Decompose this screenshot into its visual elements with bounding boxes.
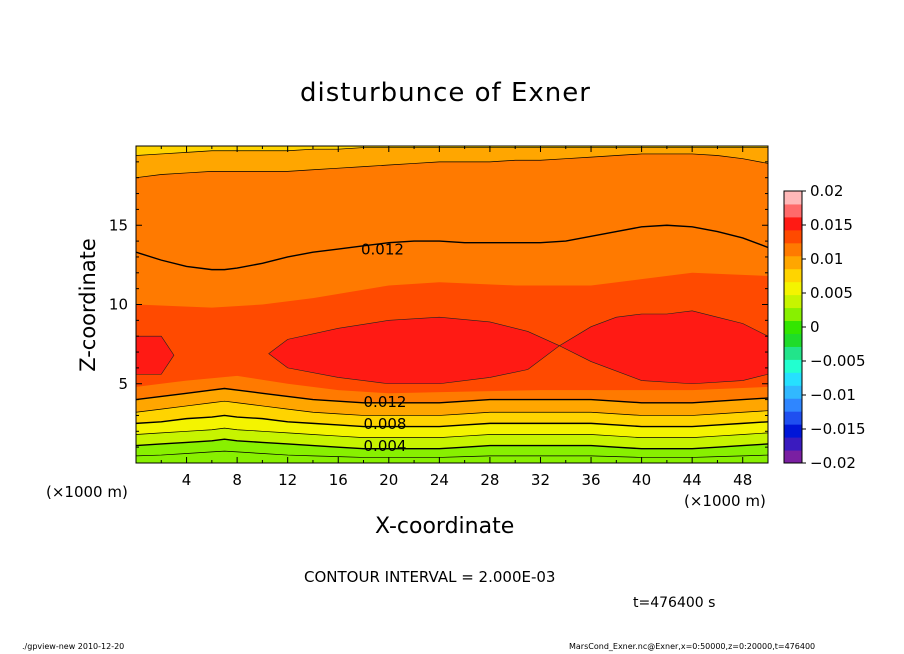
colorbar-swatch-8 xyxy=(784,346,802,360)
chart-title: disturbunce of Exner xyxy=(300,78,591,108)
contour-label-2: 0.008 xyxy=(364,415,407,433)
colorbar-label-2: 0.01 xyxy=(810,250,843,268)
colorbar-label-3: 0.005 xyxy=(810,284,853,302)
colorbar-swatch-9 xyxy=(784,333,802,347)
y-tick-label-0: 5 xyxy=(118,375,128,393)
x-tick-label-9: 40 xyxy=(632,471,651,489)
contour-label-3: 0.004 xyxy=(364,437,407,455)
colorbar-swatch-11 xyxy=(784,307,802,322)
colorbar-swatch-13 xyxy=(784,281,802,296)
contour-core-left xyxy=(136,335,175,375)
x-tick-label-3: 16 xyxy=(329,471,348,489)
colorbar-swatch-16 xyxy=(784,242,802,257)
contour-0.004 xyxy=(136,438,768,450)
x-tick-label-10: 44 xyxy=(683,471,702,489)
contour-upper-0.012 xyxy=(136,224,768,271)
colorbar-label-5: −0.005 xyxy=(810,352,866,370)
band-upper-0.012-0.014 xyxy=(136,153,768,270)
colorbar-swatch-1 xyxy=(784,437,802,451)
y-tick-label-2: 15 xyxy=(109,216,128,234)
colorbar-swatch-10 xyxy=(784,320,802,334)
contour-0.006 xyxy=(136,427,768,438)
x-tick-label-6: 28 xyxy=(480,471,499,489)
contour-0.010 xyxy=(136,400,768,416)
colorbar-swatch-17 xyxy=(784,229,802,244)
colorbar-label-1: 0.015 xyxy=(810,216,853,234)
core-right-0.016 xyxy=(559,310,768,384)
colorbar-swatch-18 xyxy=(784,216,802,231)
x-tick-label-4: 20 xyxy=(379,471,398,489)
colorbar-swatch-2 xyxy=(784,424,802,438)
colorbar-swatch-15 xyxy=(784,255,802,270)
footer-left: ./gpview-new 2010-12-20 xyxy=(22,642,125,651)
colorbar-swatch-19 xyxy=(784,203,802,218)
band-top-0.010 xyxy=(136,146,768,156)
contour-interval-text: CONTOUR INTERVAL = 2.000E-03 xyxy=(304,568,556,586)
band-0.000-0.002 xyxy=(136,451,768,463)
contour-top-0.014 xyxy=(136,153,768,179)
colorbar-swatch-5 xyxy=(784,385,802,399)
core-left-0.016 xyxy=(136,336,174,375)
x-tick-label-11: 48 xyxy=(733,471,752,489)
x-tick-label-8: 36 xyxy=(581,471,600,489)
x-tick-label-7: 32 xyxy=(531,471,550,489)
contour-lower-0.012 xyxy=(136,387,768,404)
x-unit-right: (×1000 m) xyxy=(684,492,766,510)
time-label: t=476400 s xyxy=(633,595,716,611)
colorbar-swatch-3 xyxy=(784,411,802,425)
x-tick-label-2: 12 xyxy=(278,471,297,489)
footer-right: MarsCond_Exner.nc@Exner,x=0:50000,z=0:20… xyxy=(569,642,816,651)
colorbar-swatch-0 xyxy=(784,450,802,464)
colorbar-swatch-6 xyxy=(784,372,802,386)
contour-fills xyxy=(136,146,768,463)
colorbar-swatch-4 xyxy=(784,398,802,412)
contour-labels: 0.012 0.012 0.008 0.004 xyxy=(361,241,407,456)
colorbar-label-8: −0.02 xyxy=(810,454,856,472)
colorbar: 0.02 0.015 0.01 0.005 0 −0.005 −0.01 −0.015 −0.0… xyxy=(783,182,866,472)
x-tick-label-1: 8 xyxy=(232,471,242,489)
contour-core-right xyxy=(558,310,768,385)
x-axis-label: X-coordinate xyxy=(375,514,515,539)
colorbar-swatch-14 xyxy=(784,268,802,283)
contour-0.008 xyxy=(136,414,768,428)
y-axis-label: Z-coordinate xyxy=(76,238,100,372)
band-top-0.012 xyxy=(136,147,768,178)
contour-label-0: 0.012 xyxy=(361,241,404,259)
band-0.008-0.010 xyxy=(136,401,768,427)
contour-label-1: 0.012 xyxy=(364,393,407,411)
colorbar-label-0: 0.02 xyxy=(810,182,843,200)
x-unit-left: (×1000 m) xyxy=(46,483,128,501)
core-mid-0.016 xyxy=(268,317,560,384)
colorbar-label-7: −0.015 xyxy=(810,420,866,438)
colorbar-swatch-20 xyxy=(784,191,802,205)
band-0.006-0.008 xyxy=(136,415,768,438)
colorbar-label-4: 0 xyxy=(810,318,820,336)
band-0.004-0.006 xyxy=(136,428,768,449)
x-tick-label-0: 4 xyxy=(182,471,192,489)
y-tick-label-1: 10 xyxy=(109,296,128,314)
x-tick-label-5: 24 xyxy=(430,471,449,489)
colorbar-swatch-12 xyxy=(784,294,802,309)
colorbar-label-6: −0.01 xyxy=(810,386,856,404)
colorbar-swatch-7 xyxy=(784,359,802,373)
